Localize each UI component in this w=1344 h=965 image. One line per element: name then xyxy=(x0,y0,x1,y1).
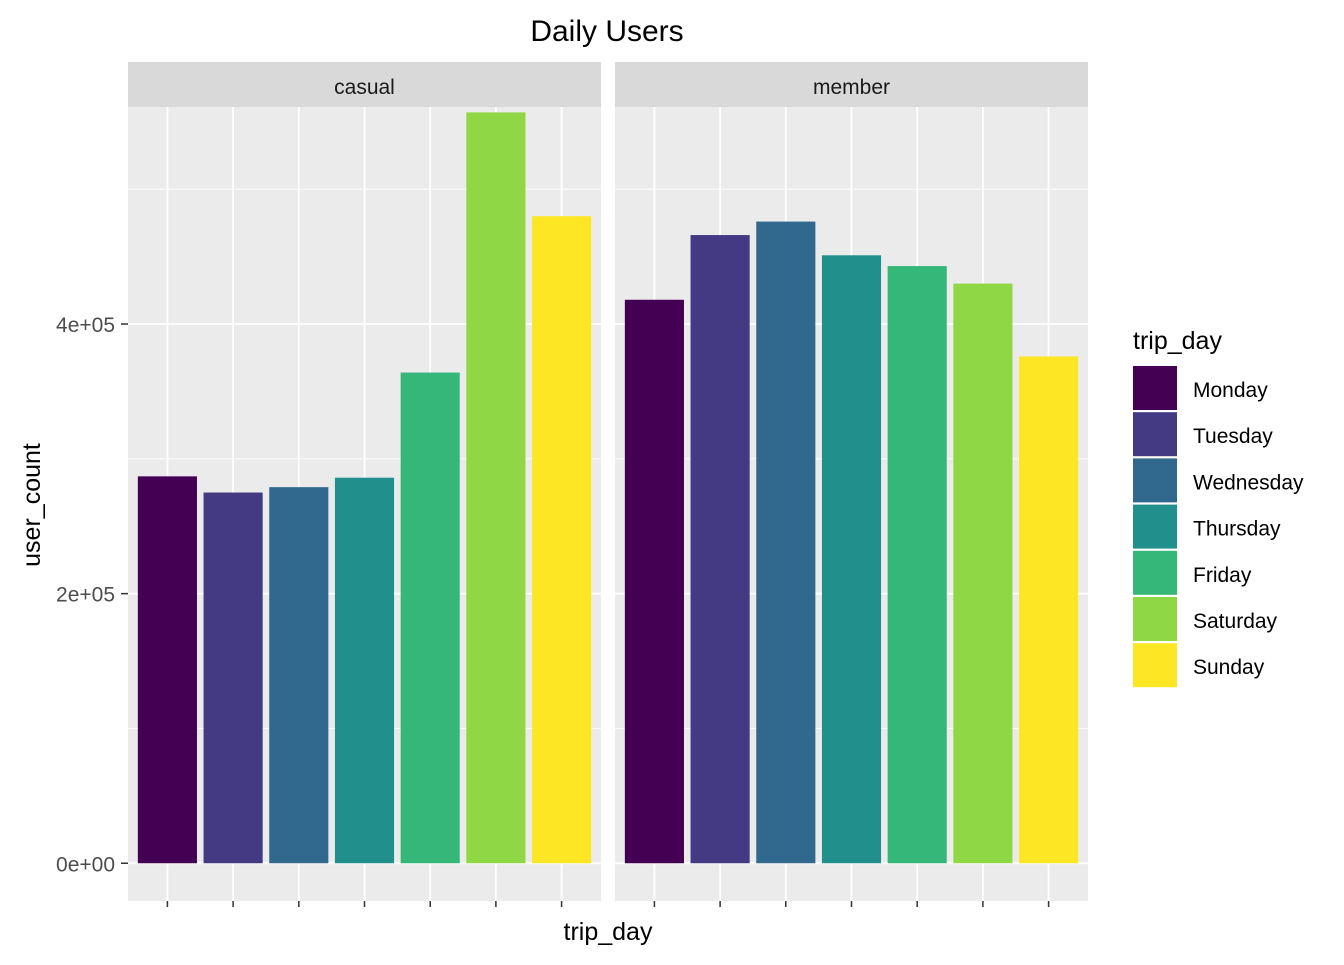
y-tick-label: 0e+00 xyxy=(56,853,115,876)
y-axis: 0e+00 2e+05 4e+05 xyxy=(56,314,128,876)
legend-swatch xyxy=(1133,597,1177,641)
legend: trip_day Monday Tuesday Wednesday Thursday F… xyxy=(1133,327,1304,688)
bar-member-saturday xyxy=(953,283,1013,864)
legend-label: Sunday xyxy=(1193,656,1265,679)
y-tick-label: 4e+05 xyxy=(56,314,115,337)
legend-label: Saturday xyxy=(1193,610,1278,633)
x-axis-title: trip_day xyxy=(564,918,653,946)
facet-strip-label: member xyxy=(813,76,890,99)
facet-strip xyxy=(615,62,1088,107)
legend-title: trip_day xyxy=(1133,327,1222,355)
legend-swatch xyxy=(1133,550,1177,595)
bar-casual-wednesday xyxy=(269,487,329,864)
chart-title: Daily Users xyxy=(530,15,683,48)
bar-casual-friday xyxy=(400,372,460,864)
legend-label: Wednesday xyxy=(1193,471,1304,494)
facet-strip-label: casual xyxy=(334,76,395,99)
legend-swatch xyxy=(1133,504,1177,549)
bar-member-sunday xyxy=(1019,356,1079,864)
bar-member-tuesday xyxy=(690,235,750,864)
legend-swatch xyxy=(1133,412,1177,457)
bar-casual-thursday xyxy=(334,477,395,864)
bar-casual-saturday xyxy=(466,112,526,864)
legend-label: Friday xyxy=(1193,564,1252,587)
legend-swatch xyxy=(1133,366,1177,410)
bar-member-friday xyxy=(887,266,947,864)
y-tick-label: 2e+05 xyxy=(56,584,115,607)
bar-member-thursday xyxy=(821,255,882,864)
facet-panel-casual: casual xyxy=(128,62,601,907)
legend-label: Thursday xyxy=(1193,518,1281,541)
legend-label: Tuesday xyxy=(1193,425,1273,448)
legend-swatch xyxy=(1133,458,1177,503)
facet-panel-member: member xyxy=(615,62,1088,907)
legend-swatch xyxy=(1133,643,1177,688)
facet-panels: casual member xyxy=(128,62,1088,907)
bar-casual-monday xyxy=(137,476,197,864)
bar-casual-tuesday xyxy=(203,492,263,864)
facet-strip xyxy=(128,62,601,107)
bar-member-monday xyxy=(624,299,684,864)
bar-casual-sunday xyxy=(532,216,592,864)
y-axis-title: user_count xyxy=(18,443,46,567)
legend-label: Monday xyxy=(1193,379,1268,402)
bar-member-wednesday xyxy=(756,221,816,864)
